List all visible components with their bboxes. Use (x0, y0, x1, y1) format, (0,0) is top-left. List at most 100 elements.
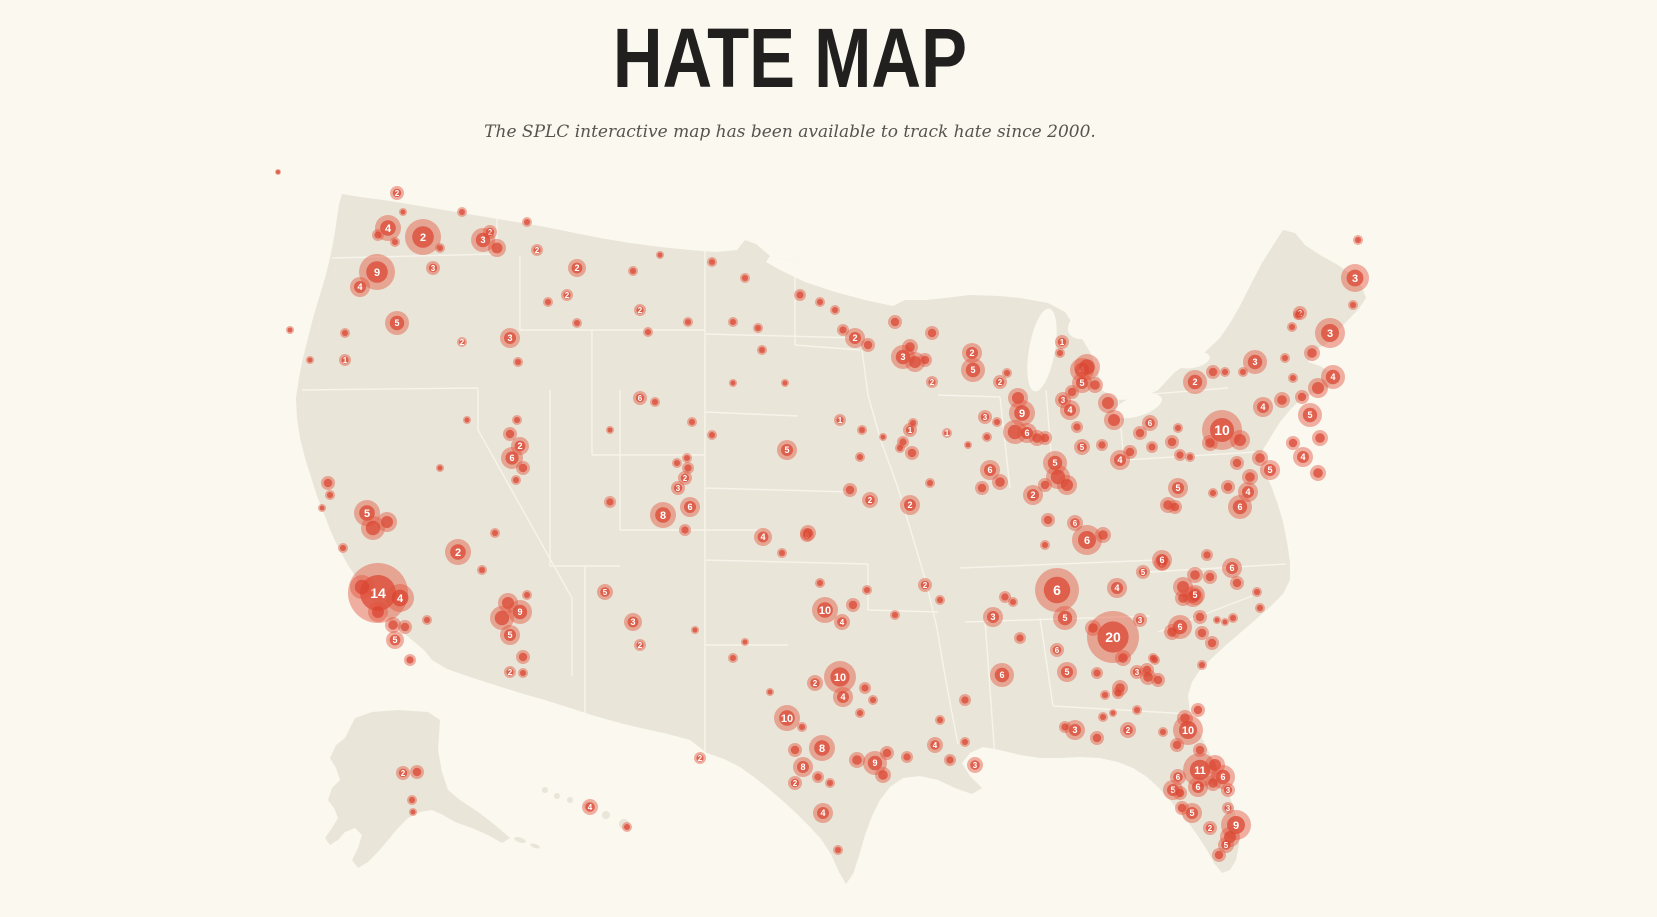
map-marker[interactable] (436, 464, 444, 472)
map-marker[interactable] (861, 338, 875, 352)
map-marker[interactable] (477, 565, 487, 575)
map-marker[interactable]: 2 (788, 776, 802, 790)
map-marker[interactable] (1065, 385, 1079, 399)
map-marker[interactable]: 2 (634, 304, 646, 316)
map-marker[interactable] (1286, 436, 1300, 450)
map-marker[interactable] (918, 353, 932, 367)
map-marker[interactable] (1221, 618, 1229, 626)
map-marker[interactable]: 3 (983, 607, 1003, 627)
map-marker[interactable] (490, 606, 514, 630)
map-marker[interactable] (707, 257, 717, 267)
map-marker[interactable] (901, 751, 913, 763)
map-marker[interactable] (1146, 441, 1158, 453)
map-marker[interactable] (1040, 540, 1050, 550)
map-marker[interactable] (516, 650, 530, 664)
map-marker[interactable]: 2 (694, 752, 706, 764)
map-marker[interactable]: 4 (1238, 482, 1258, 502)
map-marker[interactable] (1193, 610, 1207, 624)
map-marker[interactable]: 2 (862, 492, 878, 508)
map-marker[interactable] (687, 417, 697, 427)
map-marker[interactable] (385, 617, 401, 633)
map-marker[interactable] (880, 746, 894, 760)
map-marker[interactable] (859, 682, 871, 694)
map-marker[interactable] (622, 822, 632, 832)
map-marker[interactable] (1123, 445, 1137, 459)
map-marker[interactable] (925, 478, 935, 488)
map-marker[interactable]: 4 (833, 687, 853, 707)
map-marker[interactable] (935, 715, 945, 725)
map-marker[interactable] (1221, 480, 1235, 494)
map-marker[interactable] (895, 443, 905, 453)
map-marker[interactable] (825, 778, 835, 788)
map-marker[interactable] (656, 251, 664, 259)
map-marker[interactable] (1195, 626, 1209, 640)
map-marker[interactable] (321, 476, 335, 490)
map-marker[interactable] (361, 516, 385, 540)
map-marker[interactable]: 3 (671, 481, 685, 495)
map-marker[interactable] (1175, 801, 1189, 815)
map-marker[interactable]: 2 (568, 259, 586, 277)
map-marker[interactable] (1208, 488, 1218, 498)
map-marker[interactable] (1252, 450, 1268, 466)
map-marker[interactable] (944, 754, 956, 766)
map-marker[interactable]: 2 (445, 539, 471, 565)
map-marker[interactable] (463, 416, 471, 424)
map-marker[interactable]: 1 (942, 428, 952, 438)
map-marker[interactable] (1295, 390, 1309, 404)
map-marker[interactable]: 4 (754, 528, 772, 546)
map-marker[interactable]: 3 (426, 261, 440, 275)
map-marker[interactable] (340, 328, 350, 338)
map-marker[interactable]: 3 (967, 757, 983, 773)
map-marker[interactable]: 2 (900, 495, 920, 515)
map-marker[interactable] (982, 432, 992, 442)
map-marker[interactable] (1304, 345, 1320, 361)
map-marker[interactable] (1287, 322, 1297, 332)
map-marker[interactable]: 2 (561, 289, 573, 301)
map-marker[interactable]: 5 (777, 440, 797, 460)
map-marker[interactable] (606, 426, 614, 434)
map-marker[interactable] (1133, 426, 1147, 440)
map-marker[interactable] (1148, 653, 1158, 663)
map-marker[interactable] (488, 239, 506, 257)
map-marker[interactable] (815, 297, 825, 307)
map-marker[interactable]: 2 (926, 376, 938, 388)
map-marker[interactable] (1312, 430, 1328, 446)
map-marker[interactable] (1096, 439, 1108, 451)
map-marker[interactable] (1132, 705, 1142, 715)
map-marker[interactable] (325, 490, 335, 500)
map-marker[interactable] (781, 379, 789, 387)
map-marker[interactable] (513, 357, 523, 367)
map-marker[interactable] (643, 327, 653, 337)
map-marker[interactable]: 4 (1107, 578, 1127, 598)
map-marker[interactable] (1205, 755, 1225, 775)
map-marker[interactable] (372, 229, 384, 241)
map-marker[interactable] (543, 297, 553, 307)
map-marker[interactable] (306, 356, 314, 364)
map-marker[interactable]: 5 (961, 358, 985, 382)
map-marker[interactable] (964, 441, 972, 449)
map-marker[interactable] (1170, 738, 1184, 752)
map-marker[interactable] (1230, 430, 1250, 450)
map-marker[interactable] (862, 585, 872, 595)
map-marker[interactable] (868, 695, 878, 705)
map-marker[interactable] (1140, 669, 1156, 685)
map-marker[interactable]: 10 (774, 705, 800, 731)
map-marker[interactable]: 5 (1074, 439, 1090, 455)
map-marker[interactable] (1293, 310, 1303, 320)
map-marker[interactable]: 2 (396, 766, 410, 780)
map-marker[interactable] (435, 243, 445, 253)
map-marker[interactable] (286, 326, 294, 334)
map-marker[interactable] (650, 397, 660, 407)
map-marker[interactable]: 6 (1142, 415, 1158, 431)
map-marker[interactable]: 6 (1152, 550, 1172, 570)
map-marker[interactable]: 3 (1341, 264, 1369, 292)
map-marker[interactable] (1255, 603, 1265, 613)
map-marker[interactable] (992, 417, 1002, 427)
map-marker[interactable] (905, 446, 919, 460)
map-marker[interactable]: 5 (597, 584, 613, 600)
map-marker[interactable]: 4 (813, 803, 833, 823)
map-marker[interactable] (672, 458, 682, 468)
map-marker[interactable] (682, 453, 692, 463)
map-marker[interactable] (800, 525, 816, 541)
map-marker[interactable]: 5 (1182, 803, 1202, 823)
